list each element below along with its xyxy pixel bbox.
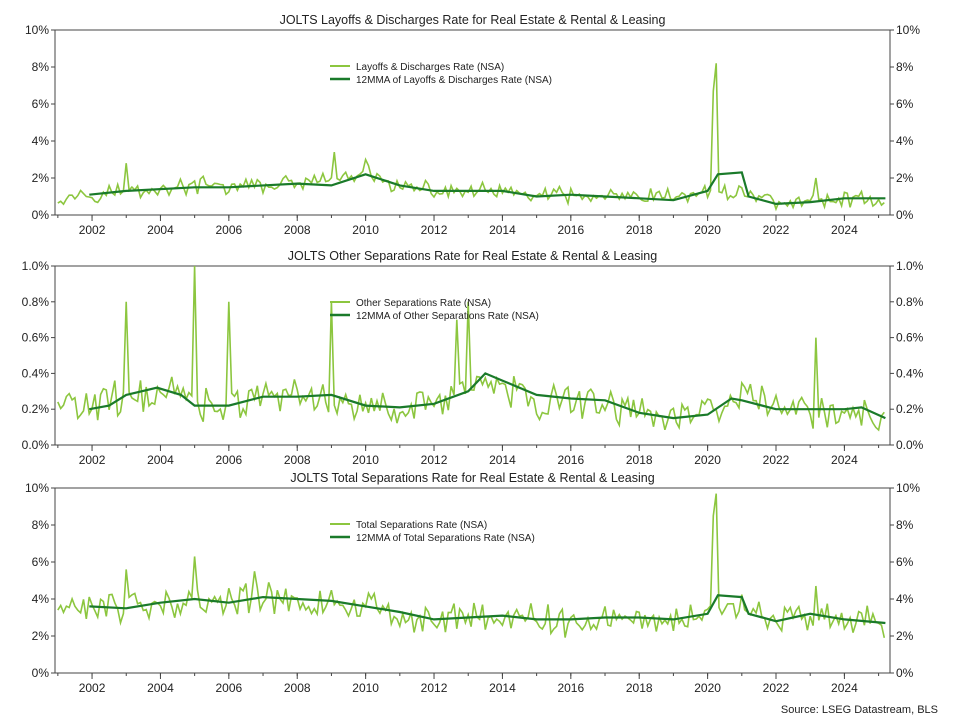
x-tick-label: 2016 <box>557 453 584 467</box>
x-tick-label: 2020 <box>694 453 721 467</box>
plot-frame <box>54 29 891 216</box>
y-tick-label-left: 6% <box>32 97 50 111</box>
chart-title: JOLTS Other Separations Rate for Real Es… <box>288 249 657 263</box>
x-tick-label: 2002 <box>79 223 106 237</box>
legend-label-12mma: 12MMA of Other Separations Rate (NSA) <box>356 311 539 322</box>
x-tick-label: 2004 <box>147 223 174 237</box>
x-tick-label: 2008 <box>284 453 311 467</box>
chart-panel-3: JOLTS Total Separations Rate for Real Es… <box>25 471 920 695</box>
y-tick-label-right: 6% <box>896 97 914 111</box>
series-line-12mma <box>89 171 886 206</box>
y-tick-label-right: 0.2% <box>896 402 924 416</box>
x-tick-label: 2018 <box>626 223 653 237</box>
x-tick-label: 2014 <box>489 681 516 695</box>
x-tick-label: 2024 <box>831 453 858 467</box>
y-tick-label-right: 0.4% <box>896 366 924 380</box>
y-tick-label-left: 0.8% <box>22 295 50 309</box>
y-tick-label-left: 0.6% <box>22 331 50 345</box>
y-tick-label-right: 8% <box>896 60 914 74</box>
x-tick-label: 2014 <box>489 453 516 467</box>
y-tick-label-right: 0.6% <box>896 331 924 345</box>
x-tick-label: 2006 <box>215 223 242 237</box>
y-tick-label-right: 0% <box>896 666 914 680</box>
y-tick-label-left: 0.2% <box>22 402 50 416</box>
y-tick-label-left: 10% <box>25 23 49 37</box>
x-tick-label: 2018 <box>626 453 653 467</box>
x-tick-label: 2004 <box>147 453 174 467</box>
x-tick-label: 2002 <box>79 681 106 695</box>
y-tick-label-left: 4% <box>32 592 50 606</box>
y-tick-label-right: 2% <box>896 171 914 185</box>
y-tick-label-left: 2% <box>32 629 50 643</box>
chart-title: JOLTS Layoffs & Discharges Rate for Real… <box>280 13 666 27</box>
legend-label-raw: Layoffs & Discharges Rate (NSA) <box>356 62 504 73</box>
x-tick-label: 2010 <box>352 681 379 695</box>
y-tick-label-right: 0.0% <box>896 438 924 452</box>
x-tick-label: 2024 <box>831 681 858 695</box>
series-line-12mma <box>89 372 886 420</box>
legend-label-raw: Other Separations Rate (NSA) <box>356 298 491 309</box>
y-tick-label-right: 6% <box>896 555 914 569</box>
chart-panel-2: JOLTS Other Separations Rate for Real Es… <box>22 249 924 467</box>
x-tick-label: 2006 <box>215 681 242 695</box>
y-tick-label-left: 2% <box>32 171 50 185</box>
y-tick-label-right: 0.8% <box>896 295 924 309</box>
x-tick-label: 2022 <box>763 681 790 695</box>
x-tick-label: 2004 <box>147 681 174 695</box>
y-tick-label-left: 8% <box>32 60 50 74</box>
y-tick-label-right: 1.0% <box>896 259 924 273</box>
y-tick-label-right: 4% <box>896 134 914 148</box>
legend-label-12mma: 12MMA of Layoffs & Discharges Rate (NSA) <box>356 75 552 86</box>
x-tick-label: 2006 <box>215 453 242 467</box>
series-line-raw <box>57 63 885 212</box>
series-line-12mma <box>89 594 886 625</box>
chart-title: JOLTS Total Separations Rate for Real Es… <box>290 471 654 485</box>
x-tick-label: 2022 <box>763 453 790 467</box>
x-tick-label: 2022 <box>763 223 790 237</box>
x-tick-label: 2012 <box>421 453 448 467</box>
y-tick-label-left: 1.0% <box>22 259 50 273</box>
x-tick-label: 2024 <box>831 223 858 237</box>
x-tick-label: 2010 <box>352 223 379 237</box>
legend-label-raw: Total Separations Rate (NSA) <box>356 520 487 531</box>
x-tick-label: 2012 <box>421 681 448 695</box>
x-tick-label: 2008 <box>284 681 311 695</box>
y-tick-label-right: 10% <box>896 481 920 495</box>
y-tick-label-left: 0.4% <box>22 366 50 380</box>
y-tick-label-left: 8% <box>32 518 50 532</box>
source-note: Source: LSEG Datastream, BLS <box>780 704 938 716</box>
series-line-raw <box>57 265 885 432</box>
y-tick-label-right: 8% <box>896 518 914 532</box>
x-tick-label: 2020 <box>694 223 721 237</box>
legend-label-12mma: 12MMA of Total Separations Rate (NSA) <box>356 533 535 544</box>
y-tick-label-right: 10% <box>896 23 920 37</box>
y-tick-label-left: 0% <box>32 208 50 222</box>
y-tick-label-right: 4% <box>896 592 914 606</box>
y-tick-label-left: 6% <box>32 555 50 569</box>
x-tick-label: 2010 <box>352 453 379 467</box>
plot-frame <box>54 265 891 446</box>
x-tick-label: 2016 <box>557 681 584 695</box>
y-tick-label-right: 0% <box>896 208 914 222</box>
plot-frame <box>54 487 891 674</box>
x-tick-label: 2008 <box>284 223 311 237</box>
chart-panel-1: JOLTS Layoffs & Discharges Rate for Real… <box>25 13 920 237</box>
y-tick-label-left: 0% <box>32 666 50 680</box>
x-tick-label: 2012 <box>421 223 448 237</box>
y-tick-label-left: 10% <box>25 481 49 495</box>
x-tick-label: 2020 <box>694 681 721 695</box>
x-tick-label: 2014 <box>489 223 516 237</box>
y-tick-label-left: 4% <box>32 134 50 148</box>
y-tick-label-left: 0.0% <box>22 438 50 452</box>
y-tick-label-right: 2% <box>896 629 914 643</box>
x-tick-label: 2016 <box>557 223 584 237</box>
x-tick-label: 2002 <box>79 453 106 467</box>
x-tick-label: 2018 <box>626 681 653 695</box>
